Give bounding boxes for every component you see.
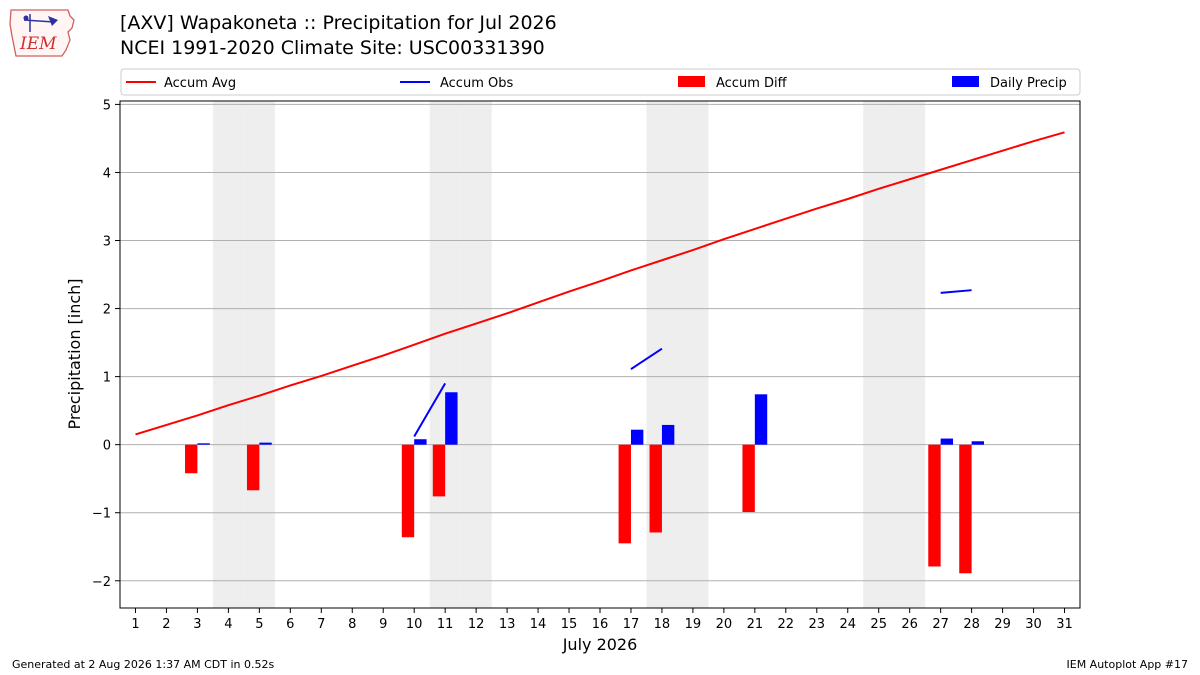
x-tick-label: 23 [809,617,826,632]
x-tick-label: 17 [623,617,640,632]
x-tick-label: 6 [286,617,294,632]
daily-precip-bar [971,441,984,445]
x-tick-label: 9 [379,617,387,632]
x-tick-label: 21 [747,617,764,632]
accum-diff-bar [401,444,415,538]
x-tick-label: 31 [1056,617,1073,632]
x-tick-label: 28 [963,617,980,632]
weekend-band [212,101,244,608]
accum-diff-bar [432,444,446,497]
x-tick-label: 26 [901,617,918,632]
x-tick-label: 20 [716,617,733,632]
accum-diff-bar [246,444,260,491]
accum-diff-bar [742,444,755,513]
autoplot-app-label: IEM Autoplot App #17 [1066,658,1189,671]
y-tick-label: 0 [103,439,111,454]
x-tick-label: 12 [468,617,485,632]
accum-obs-line [630,347,663,370]
x-tick-label: 4 [224,617,232,632]
x-tick-label: 30 [1025,617,1042,632]
x-tick-label: 13 [499,617,516,632]
y-tick-label: 5 [103,98,111,113]
x-tick-label: 18 [654,617,671,632]
legend-accum-diff-swatch [678,76,705,87]
y-tick-label: −2 [92,575,111,590]
legend-accum-obs-label: Accum Obs [440,76,513,91]
weekend-band [677,101,709,608]
legend-frame [120,68,1081,96]
legend-accum-avg-label: Accum Avg [164,76,236,91]
x-tick-label: 24 [839,617,856,632]
generated-timestamp: Generated at 2 Aug 2026 1:37 AM CDT in 0… [12,658,275,671]
grid-lines [120,103,1080,582]
daily-precip-bar [414,439,427,445]
weekend-band [894,101,926,608]
daily-precip-bar [259,442,272,445]
x-tick-label: 16 [592,617,609,632]
line-series [135,131,1065,438]
daily-precip-bar [445,392,458,445]
y-tick-label: 4 [103,166,111,181]
x-tick-label: 7 [317,617,325,632]
x-tick-label: 19 [685,617,702,632]
iem-logo-icon: IEM [9,9,75,57]
daily-precip-bar [754,394,768,445]
x-tick-label: 29 [994,617,1011,632]
x-tick-label: 1 [131,617,139,632]
weekend-band [460,101,492,608]
x-tick-label: 22 [778,617,795,632]
y-tick-label: −1 [92,507,111,522]
logo-text: IEM [19,34,57,54]
chart-title: [AXV] Wapakoneta :: Precipitation for Ju… [120,12,557,34]
y-axis-label: Precipitation [inch] [65,278,84,429]
x-tick-label: 15 [561,617,578,632]
accum-diff-bar [649,444,662,533]
legend-daily-precip-swatch [952,76,979,87]
chart-subtitle: NCEI 1991-2020 Climate Site: USC00331390 [120,37,545,59]
bar-series [185,392,984,574]
accum-diff-bar [959,444,972,574]
x-tick-label: 2 [162,617,170,632]
weekend-shading [212,101,926,608]
x-tick-label: 14 [530,617,547,632]
x-tick-label: 11 [437,617,454,632]
legend-daily-precip-label: Daily Precip [990,76,1067,91]
accum-obs-line [413,382,447,438]
accum-avg-line [135,131,1065,436]
accum-diff-bar [928,444,941,567]
legend: Accum Avg Accum Obs Accum Diff Daily Pre… [120,68,1081,96]
x-axis-label: July 2026 [562,635,638,654]
x-tick-label: 25 [870,617,887,632]
x-tick-label: 8 [348,617,356,632]
accum-diff-bar [618,444,631,544]
legend-accum-diff-label: Accum Diff [716,76,788,91]
weekend-band [243,101,275,608]
y-tick-label: 1 [103,371,111,386]
accum-diff-bar [185,444,198,474]
daily-precip-bar [197,443,210,445]
x-tick-label: 5 [255,617,263,632]
y-tick-label: 3 [103,235,111,250]
weekend-band [429,101,461,608]
x-tick-label: 27 [932,617,949,632]
y-tick-label: 2 [103,303,111,318]
daily-precip-bar [630,429,644,445]
weekend-band [863,101,895,608]
daily-precip-bar [661,424,675,445]
daily-precip-bar [940,438,954,445]
x-tick-label: 3 [193,617,201,632]
x-tick-label: 10 [406,617,423,632]
accum-obs-line [940,289,972,294]
